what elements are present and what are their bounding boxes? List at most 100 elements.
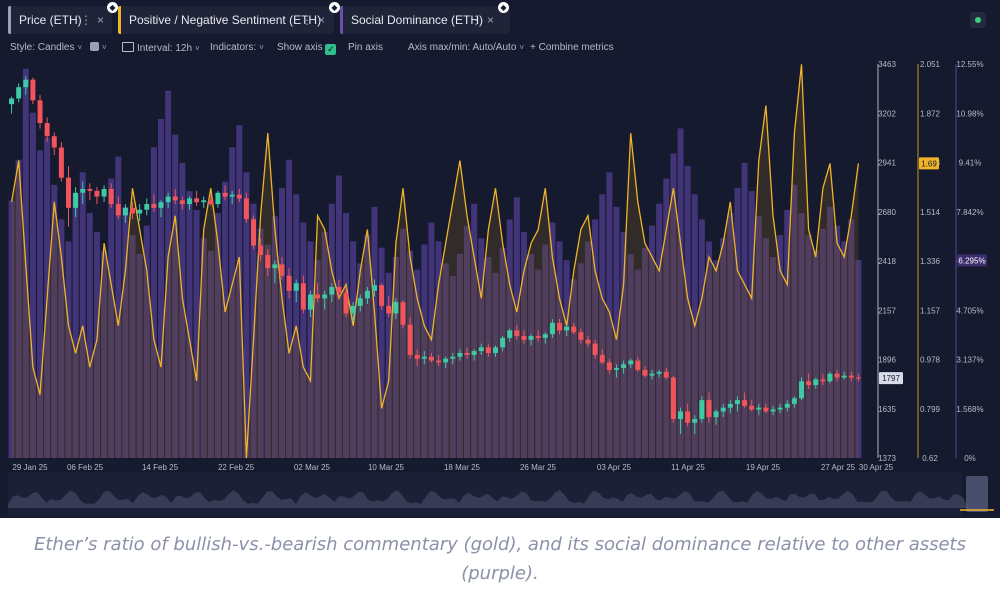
price-candle xyxy=(656,371,662,374)
x-tick-label: 22 Feb 25 xyxy=(218,463,255,472)
price-candle xyxy=(450,356,456,359)
dominance-bar xyxy=(741,162,748,458)
tab-menu-icon[interactable]: ⋮ xyxy=(470,13,482,27)
dominance-bar xyxy=(734,188,741,458)
dominance-axis-tick-label: 1.568% xyxy=(956,405,983,414)
price-candle xyxy=(307,294,313,310)
dominance-bar xyxy=(435,241,442,458)
dominance-bar xyxy=(720,238,727,458)
dominance-bar xyxy=(15,159,22,458)
pin-axis-toggle[interactable]: Pin axis xyxy=(348,42,383,53)
ethereum-icon: ◆ xyxy=(329,2,340,13)
dominance-bar xyxy=(748,191,755,459)
style-label: Style: Candles xyxy=(10,42,75,53)
dominance-bar xyxy=(58,219,65,458)
x-tick-label: 30 Apr 25 xyxy=(859,463,894,472)
dominance-bar xyxy=(670,153,677,458)
dominance-bar xyxy=(563,260,570,458)
dominance-bar xyxy=(392,257,399,458)
dominance-bar xyxy=(706,241,712,458)
dominance-bar xyxy=(86,213,93,458)
indicators-dropdown[interactable]: Indicators: ˅ xyxy=(210,42,264,53)
x-tick-label: 11 Apr 25 xyxy=(671,463,705,472)
dominance-bar xyxy=(449,275,456,458)
price-candle xyxy=(692,418,698,423)
style-dropdown[interactable]: Style: Candles ˅ xyxy=(10,42,82,53)
price-candle xyxy=(194,198,200,203)
dominance-bar xyxy=(378,247,385,458)
dominance-bar xyxy=(848,219,855,458)
price-candle xyxy=(400,302,406,325)
price-candle xyxy=(293,283,299,291)
price-candle xyxy=(343,292,349,314)
dominance-bar xyxy=(841,241,848,458)
dominance-bar xyxy=(755,216,762,458)
dominance-axis-tick-label: 12.55% xyxy=(956,60,983,69)
dominance-bar xyxy=(29,112,36,459)
price-candle xyxy=(685,411,691,423)
metric-tabs: Price (ETH) ⋮ × ◆ Positive / Negative Se… xyxy=(0,0,1000,40)
price-candle xyxy=(258,245,264,255)
chevron-down-icon: ˅ xyxy=(77,43,83,52)
axis-maxmin-dropdown[interactable]: Axis max/min: Auto/Auto ˅ xyxy=(408,42,524,53)
price-candle xyxy=(279,264,285,276)
price-candle xyxy=(642,369,648,376)
checkbox-checked-icon[interactable]: ✓ xyxy=(325,44,337,55)
interval-dropdown[interactable]: Interval: 12h ˅ xyxy=(122,42,200,54)
tab-price[interactable]: Price (ETH) ⋮ × ◆ xyxy=(8,2,118,34)
live-status-icon[interactable] xyxy=(970,12,986,28)
dominance-bar xyxy=(350,241,357,458)
price-candle xyxy=(23,79,29,88)
close-icon[interactable]: × xyxy=(97,13,105,27)
tab-menu-icon[interactable]: ⋮ xyxy=(301,13,313,27)
price-candle xyxy=(80,188,86,193)
dominance-bar xyxy=(727,213,734,458)
plot-area xyxy=(8,64,862,458)
dominance-bar xyxy=(784,209,791,458)
price-candle xyxy=(713,411,719,418)
axis-maxmin-label: Axis max/min: Auto/Auto xyxy=(408,42,517,53)
chart-toolbar: Style: Candles ˅ ˅ Interval: 12h ˅ Indicat… xyxy=(0,40,1000,56)
tab-dominance[interactable]: Social Dominance (ETH) ⋮ × ◆ xyxy=(340,2,510,34)
dominance-axis-tick-label: 7.842% xyxy=(956,208,983,217)
ethereum-icon: ◆ xyxy=(498,2,509,13)
price-candle xyxy=(66,177,71,208)
timeline-navigator[interactable] xyxy=(8,472,962,516)
dominance-current-value: 6.295% xyxy=(958,256,985,265)
dominance-bar xyxy=(520,231,527,458)
dominance-bar xyxy=(243,172,250,458)
dominance-bar xyxy=(535,269,542,458)
dominance-bar xyxy=(656,203,663,458)
price-candle xyxy=(364,290,370,299)
price-candle xyxy=(478,347,484,352)
price-candle xyxy=(236,194,242,199)
interval-label: Interval: 12h xyxy=(137,43,193,54)
price-candle xyxy=(272,264,278,269)
x-tick-label: 27 Apr 25 xyxy=(821,463,856,472)
combine-metrics-button[interactable]: + Combine metrics xyxy=(530,42,614,53)
close-icon[interactable]: × xyxy=(487,13,495,27)
navigator-handle[interactable] xyxy=(966,476,988,512)
price-candle xyxy=(428,356,434,361)
tab-sentiment[interactable]: Positive / Negative Sentiment (ETH) ⋮ × … xyxy=(118,2,340,34)
price-candle xyxy=(777,407,783,410)
dominance-bar xyxy=(855,260,862,458)
price-candle xyxy=(101,188,107,197)
show-axis-toggle[interactable]: Show axis ✓ xyxy=(277,42,337,55)
price-candle xyxy=(813,379,819,386)
close-icon[interactable]: × xyxy=(318,13,326,27)
dominance-bar xyxy=(207,250,214,458)
dominance-bar xyxy=(620,231,627,458)
dominance-bar xyxy=(129,235,136,458)
tab-menu-icon[interactable]: ⋮ xyxy=(80,13,92,27)
dominance-bar xyxy=(826,206,833,458)
price-candle xyxy=(222,192,228,197)
price-candle xyxy=(742,400,748,406)
price-candle xyxy=(606,362,612,370)
dominance-bar xyxy=(314,260,321,458)
color-dropdown[interactable]: ˅ xyxy=(90,42,107,53)
metrics-chart[interactable]: 29 Jan 25 06 Feb 25 14 Feb 25 22 Feb 25 02 M… xyxy=(0,58,1000,518)
x-tick-label: 06 Feb 25 xyxy=(67,463,104,472)
price-candle xyxy=(621,364,627,369)
x-tick-label: 03 Apr 25 xyxy=(597,463,632,472)
